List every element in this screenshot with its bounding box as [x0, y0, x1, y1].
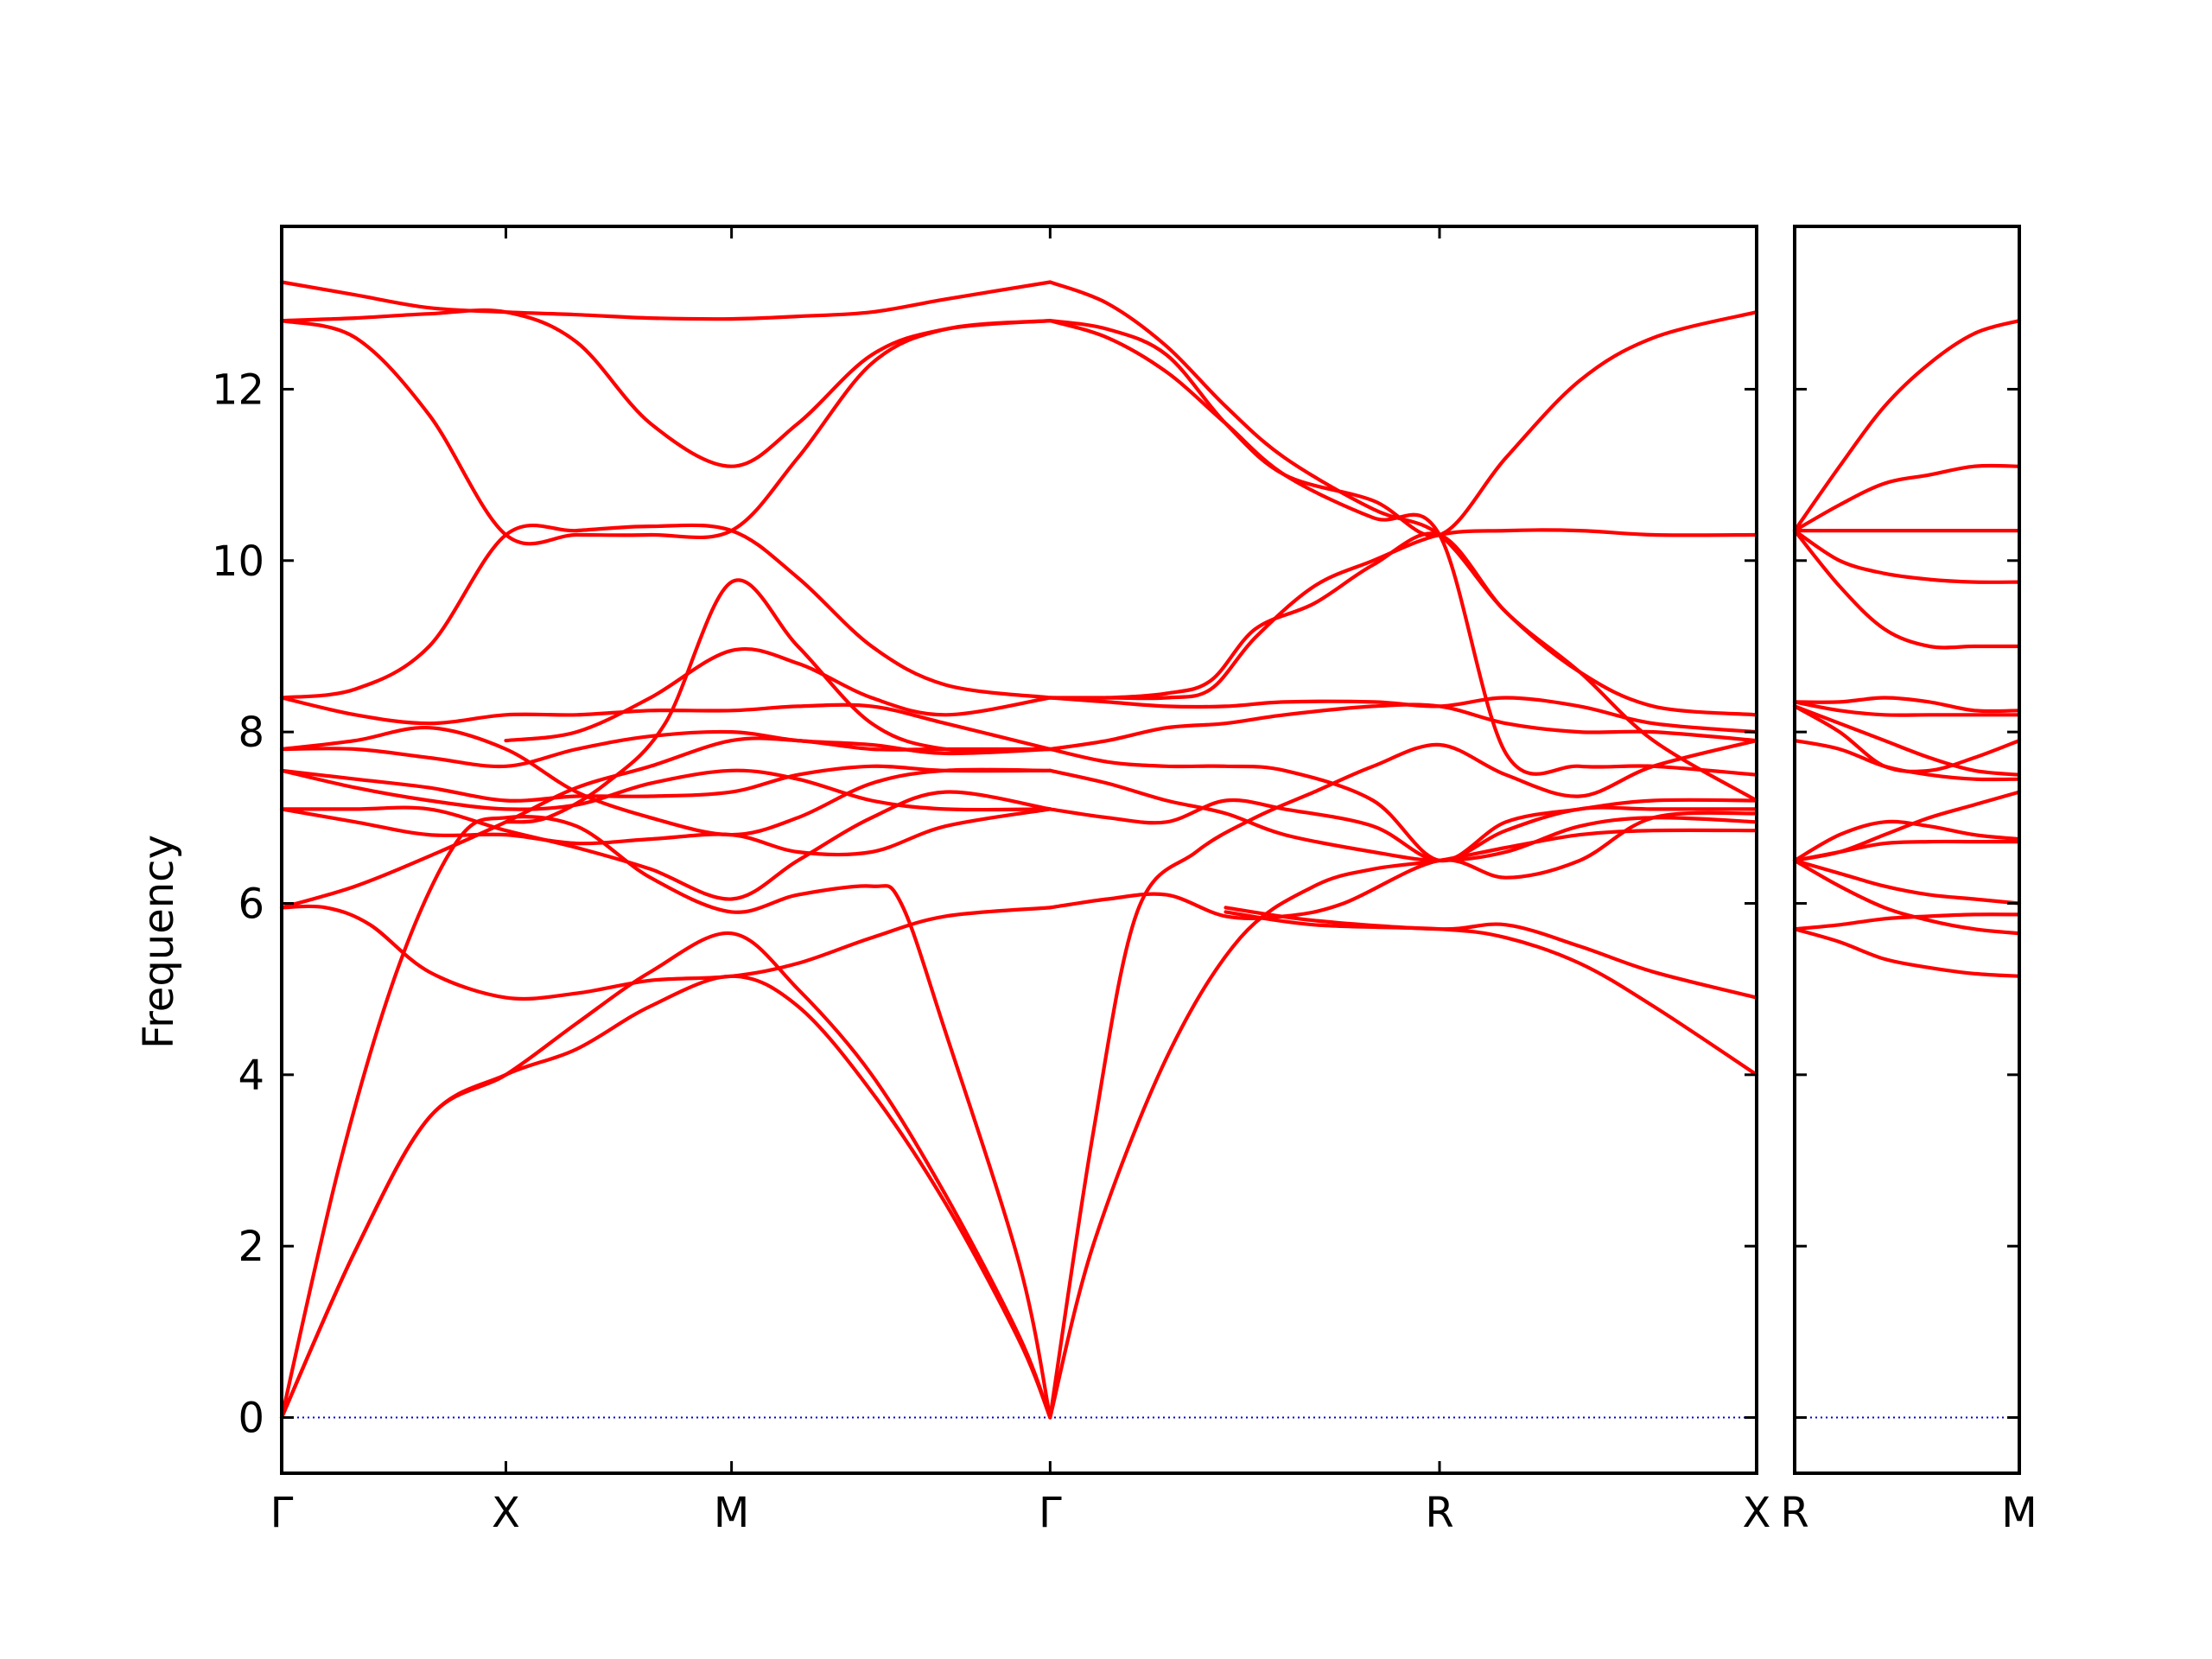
- band-line-1: [1792, 319, 2022, 533]
- band-line-14: [279, 319, 1052, 546]
- band-line-12: [279, 696, 1052, 752]
- band-line-1: [279, 974, 1052, 1420]
- bands-group: [279, 280, 1759, 1420]
- band-line-10: [279, 729, 1052, 769]
- y-tick-label: 12: [212, 365, 264, 414]
- band-line-4: [1792, 529, 2022, 584]
- x-tick-label: Γ: [1039, 1489, 1062, 1537]
- band-line-27: [1048, 528, 1759, 701]
- band-line-32: [1224, 910, 1759, 1077]
- band-line-17: [1792, 927, 2022, 978]
- x-tick-label: Γ: [270, 1489, 294, 1537]
- y-tick-label: 8: [238, 709, 264, 757]
- plot-frame: [1793, 225, 2021, 1475]
- band-line-19: [1048, 828, 1759, 1420]
- band-line-13: [1792, 839, 2022, 862]
- plot-frame: [280, 225, 1758, 1475]
- band-line-25: [1048, 702, 1759, 752]
- x-tick-label: X: [1743, 1489, 1771, 1537]
- band-line-13: [279, 523, 1052, 700]
- x-tick-label: M: [714, 1489, 749, 1537]
- band-line-21: [1048, 810, 1759, 920]
- y-tick-label: 2: [238, 1223, 264, 1271]
- band-line-16: [279, 280, 1052, 321]
- band-line-30: [1048, 280, 1759, 803]
- band-line-4: [279, 904, 1052, 1001]
- band-line-20: [1048, 739, 1759, 1420]
- y-tick-label: 4: [238, 1052, 264, 1100]
- band-line-14: [1792, 858, 2022, 906]
- band-line-9: [279, 764, 1052, 803]
- band-line-2: [1792, 463, 2022, 533]
- x-tick-label: R: [1780, 1489, 1808, 1537]
- x-tick-label: X: [492, 1489, 520, 1537]
- panel-main-path: 0 2 4 6 8 10 12 Γ X M Γ R X: [212, 225, 1771, 1537]
- band-line-6: [279, 790, 1052, 901]
- band-line-7: [279, 807, 1052, 857]
- band-line-31: [1048, 319, 1759, 777]
- y-tick-label: 0: [238, 1395, 264, 1443]
- band-line-15: [1792, 858, 2022, 936]
- band-line-2: [279, 931, 1052, 1420]
- band-line-22: [1048, 798, 1759, 863]
- y-axis-title: Frequency: [135, 835, 183, 1049]
- band-line-11: [1792, 790, 2022, 862]
- x-tick-label: R: [1425, 1489, 1453, 1537]
- band-line-7: [1792, 700, 2022, 717]
- band-line-9: [1792, 704, 2022, 777]
- band-line-12: [1792, 819, 2022, 862]
- band-line-3: [279, 815, 1052, 1420]
- band-line-28: [1048, 531, 1759, 717]
- band-line-29: [1048, 310, 1759, 538]
- band-line-15: [279, 308, 1052, 468]
- x-tick-label: M: [2001, 1489, 2037, 1537]
- band-line-11: [279, 725, 1052, 837]
- band-line-10: [1792, 739, 2022, 782]
- band-line-6: [1792, 696, 2022, 714]
- bands-group: [1792, 319, 2022, 978]
- band-line-17: [504, 578, 1052, 824]
- band-line-26: [1048, 696, 1759, 734]
- band-line-23: [1048, 768, 1759, 862]
- band-line-33: [1224, 906, 1759, 1000]
- y-axis-title-group: Frequency: [135, 835, 183, 1049]
- band-line-5: [1792, 529, 2022, 650]
- band-line-8: [279, 768, 1052, 812]
- band-line-18: [504, 646, 1052, 743]
- band-line-16: [1792, 912, 2022, 931]
- y-tick-label: 6: [238, 880, 264, 928]
- y-tick-label: 10: [212, 537, 264, 586]
- band-line-24: [1048, 747, 1759, 863]
